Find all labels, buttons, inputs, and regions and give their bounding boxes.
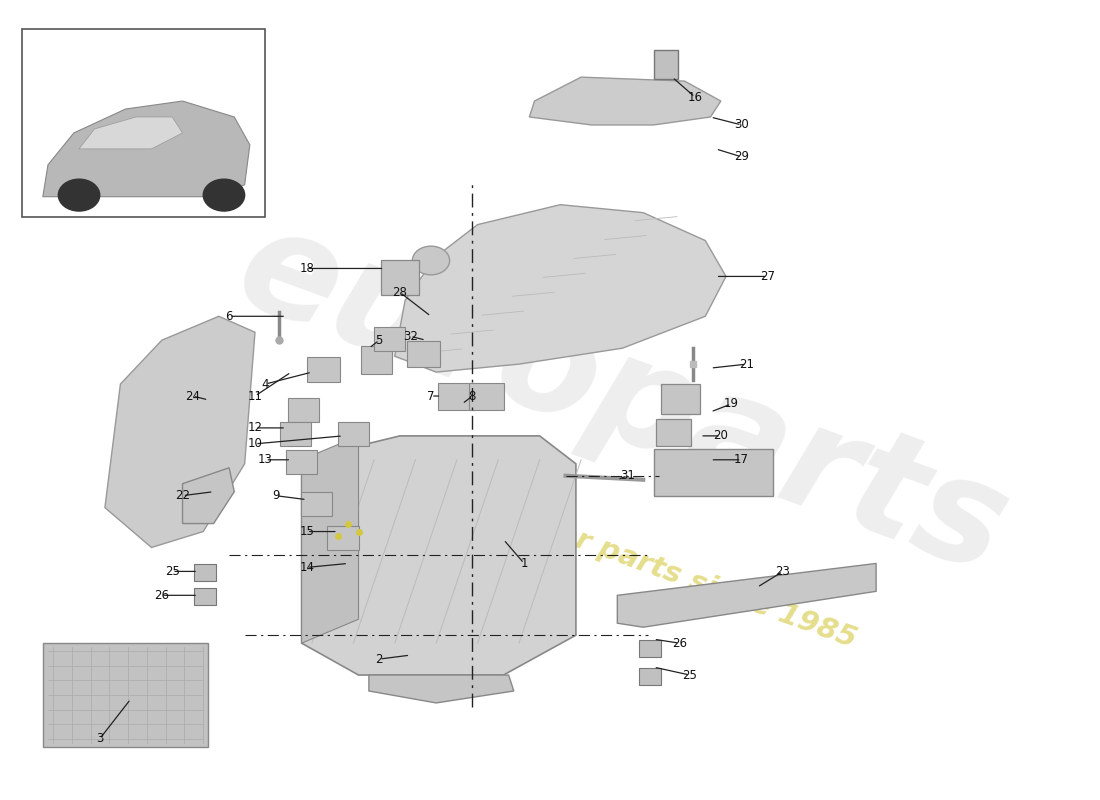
Text: 26: 26 [154,589,169,602]
Text: 31: 31 [620,470,635,482]
Text: 29: 29 [734,150,749,163]
Text: 6: 6 [226,310,233,322]
Polygon shape [79,117,183,149]
Polygon shape [301,436,576,675]
FancyBboxPatch shape [407,341,440,366]
FancyBboxPatch shape [194,564,216,581]
Text: 11: 11 [248,390,263,402]
FancyBboxPatch shape [307,357,340,382]
Text: 17: 17 [734,454,749,466]
Text: 3: 3 [96,732,103,746]
Text: 24: 24 [186,390,200,402]
Text: 30: 30 [734,118,749,131]
Polygon shape [395,205,726,372]
Text: 8: 8 [469,390,476,402]
Text: a passion for parts since 1985: a passion for parts since 1985 [385,458,860,654]
Text: 10: 10 [248,438,263,450]
Text: 27: 27 [760,270,774,283]
FancyBboxPatch shape [300,492,331,515]
FancyBboxPatch shape [661,384,700,414]
Polygon shape [301,436,359,643]
Text: 5: 5 [375,334,383,346]
FancyBboxPatch shape [639,640,661,657]
Text: 14: 14 [299,561,315,574]
FancyBboxPatch shape [438,383,475,410]
Polygon shape [183,468,234,523]
Text: 25: 25 [682,669,697,682]
Text: 1: 1 [520,557,528,570]
Text: 9: 9 [272,489,279,502]
Text: 23: 23 [776,565,791,578]
FancyBboxPatch shape [286,450,317,474]
Text: 19: 19 [724,398,739,410]
Text: 32: 32 [403,330,418,342]
FancyBboxPatch shape [338,422,368,446]
FancyBboxPatch shape [22,30,265,217]
FancyBboxPatch shape [288,398,319,422]
Text: 7: 7 [427,390,434,402]
Polygon shape [617,563,876,627]
FancyBboxPatch shape [374,326,405,350]
Text: 16: 16 [688,90,703,103]
Polygon shape [43,101,250,197]
Polygon shape [104,316,255,547]
Polygon shape [368,675,514,703]
Circle shape [58,179,100,211]
Text: 22: 22 [175,489,190,502]
FancyBboxPatch shape [361,346,392,374]
FancyBboxPatch shape [653,450,772,496]
Text: 28: 28 [393,286,407,299]
Text: 20: 20 [714,430,728,442]
Text: 25: 25 [165,565,179,578]
FancyBboxPatch shape [194,588,216,605]
Text: 12: 12 [248,422,263,434]
Text: 13: 13 [257,454,273,466]
FancyBboxPatch shape [328,526,359,550]
FancyBboxPatch shape [653,50,679,78]
Polygon shape [529,77,720,125]
Text: 2: 2 [375,653,383,666]
Text: europarts: europarts [220,196,1025,604]
Text: 18: 18 [299,262,315,275]
Text: 26: 26 [672,637,686,650]
Text: 15: 15 [299,525,315,538]
FancyBboxPatch shape [639,668,661,685]
Circle shape [204,179,244,211]
Text: 4: 4 [262,378,270,390]
Text: 21: 21 [739,358,755,370]
FancyBboxPatch shape [279,422,311,446]
FancyBboxPatch shape [382,260,419,294]
Polygon shape [43,643,208,746]
Circle shape [412,246,450,275]
FancyBboxPatch shape [656,419,691,446]
FancyBboxPatch shape [470,383,505,410]
